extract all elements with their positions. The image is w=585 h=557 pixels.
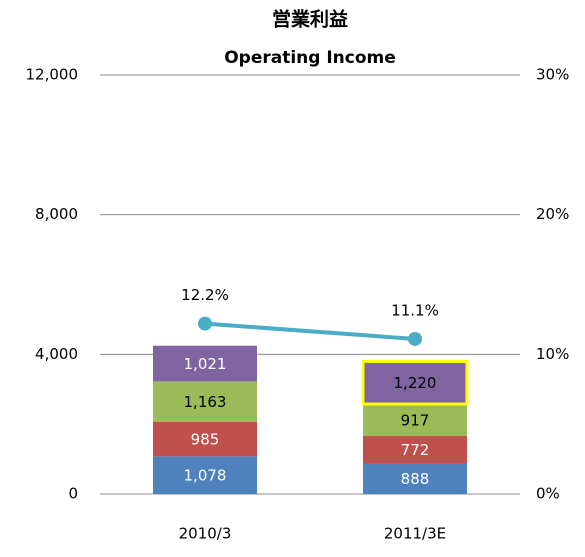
y2-tick-label: 0% — [536, 485, 560, 503]
bar-segment — [363, 404, 467, 437]
y2-tick-label: 10% — [536, 345, 569, 363]
x-tick-label: 2011/3E — [384, 525, 446, 543]
line-marker — [198, 316, 212, 331]
bar-segment — [363, 462, 467, 494]
data-label: 985 — [191, 431, 220, 449]
y-tick-label: 8,000 — [35, 205, 78, 223]
y-tick-label: 0 — [68, 485, 78, 503]
y2-tick-label: 20% — [536, 205, 569, 223]
bar-segment — [361, 359, 469, 406]
bar-segment — [153, 345, 257, 382]
x-tick-label: 2010/3 — [179, 525, 232, 543]
bar-segment — [363, 436, 467, 463]
data-label: 1,078 — [184, 467, 227, 485]
chart-subtitle: Operating Income — [224, 48, 396, 68]
bar-segment — [153, 421, 257, 457]
y-tick-label: 4,000 — [35, 345, 78, 363]
data-label: 1,163 — [184, 393, 227, 411]
data-label: 772 — [401, 441, 430, 459]
data-label: 888 — [401, 470, 430, 488]
y2-tick-label: 30% — [536, 66, 569, 84]
data-label: 1,021 — [184, 355, 227, 373]
data-label: 12.2% — [181, 286, 229, 304]
data-label: 1,220 — [394, 374, 437, 392]
y-tick-label: 12,000 — [26, 66, 79, 84]
bar-segment — [153, 456, 257, 494]
data-label: 917 — [401, 412, 430, 430]
line — [204, 321, 416, 341]
chart-title: 営業利益 — [272, 8, 348, 31]
data-label: 11.1% — [391, 301, 439, 319]
bar-segment — [153, 381, 257, 422]
line-marker — [408, 331, 422, 346]
